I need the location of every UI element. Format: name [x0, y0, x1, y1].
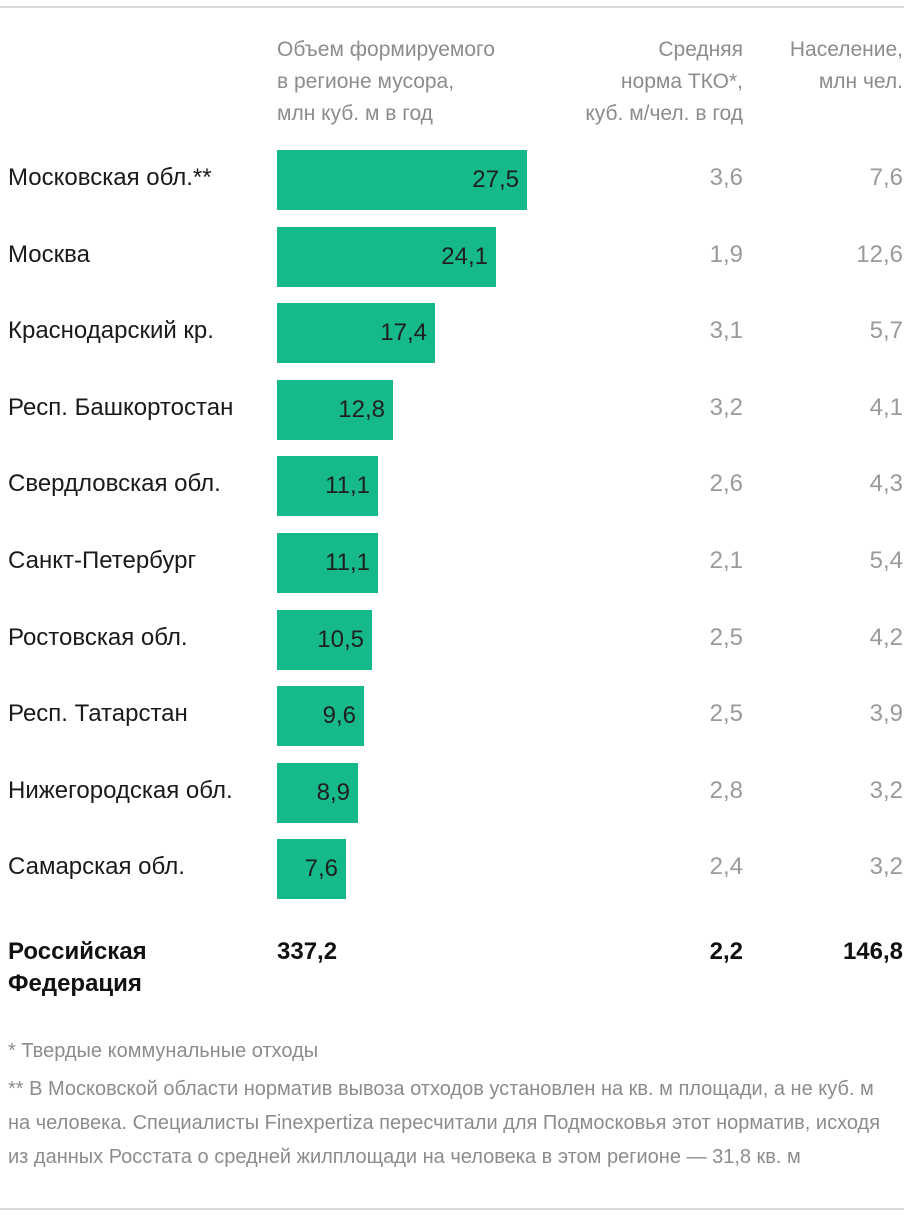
region-label: Нижегородская обл.: [8, 776, 233, 804]
table-row: Московская обл.** 27,5 3,6 7,6: [0, 150, 904, 212]
norm-value: 1,9: [709, 240, 743, 268]
volume-value-label: 10,5: [317, 625, 364, 653]
volume-value-label: 9,6: [322, 702, 356, 730]
region-label: Санкт-Петербург: [8, 547, 197, 574]
volume-value-label: 7,6: [304, 855, 338, 883]
volume-bar: 12,8: [277, 379, 393, 440]
norm-value: 3,2: [709, 393, 743, 421]
table-row: Санкт-Петербург 11,1 2,1 5,4: [0, 533, 904, 595]
table-row: Нижегородская обл. 8,9 2,8 3,2: [0, 762, 904, 825]
region-label: Москва: [8, 240, 90, 268]
volume-bar: 17,4: [277, 303, 435, 364]
bottom-divider: [0, 1208, 904, 1210]
table-row: Свердловская обл. 11,1 2,6 4,3: [0, 456, 904, 518]
table-row: Москва 24,1 1,9 12,6: [0, 226, 904, 289]
total-volume: 337,2: [277, 938, 338, 965]
norm-value: 2,5: [709, 623, 743, 651]
table-row: Респ. Башкортостан 12,8 3,2 4,1: [0, 379, 904, 442]
norm-value: 2,6: [709, 470, 743, 498]
norm-value: 2,4: [709, 853, 743, 881]
volume-value-label: 12,8: [338, 395, 385, 423]
population-value: 5,4: [869, 547, 903, 574]
volume-value-label: 8,9: [316, 778, 350, 806]
region-label: Самарская обл.: [8, 853, 185, 881]
total-label: Российская Федерация: [8, 938, 147, 997]
population-value: 7,6: [869, 164, 903, 191]
norm-value: 2,5: [709, 700, 743, 728]
total-row: Российская Федерация 337,2 2,2 146,8: [0, 936, 904, 1000]
norm-value: 3,6: [709, 164, 743, 191]
volume-value-label: 27,5: [472, 166, 519, 193]
volume-bar: 11,1: [277, 533, 378, 593]
region-label: Свердловская обл.: [8, 470, 221, 498]
region-label: Краснодарский кр.: [8, 317, 214, 345]
volume-value-label: 17,4: [380, 319, 427, 347]
volume-bar: 7,6: [277, 839, 346, 900]
volume-bar: 24,1: [277, 226, 496, 287]
volume-value-label: 11,1: [325, 549, 370, 576]
volume-bar: 9,6: [277, 686, 364, 747]
population-value: 4,1: [869, 393, 903, 421]
table-row: Респ. Татарстан 9,6 2,5 3,9: [0, 686, 904, 748]
volume-bar: 8,9: [277, 762, 358, 823]
population-value: 3,2: [869, 776, 903, 804]
population-value: 4,2: [869, 623, 903, 651]
population-value: 12,6: [856, 240, 903, 268]
norm-value: 2,1: [709, 547, 743, 574]
total-population: 146,8: [842, 938, 903, 965]
table-row: Самарская обл. 7,6 2,4 3,2: [0, 839, 904, 901]
population-value: 3,2: [869, 853, 903, 881]
population-value: 4,3: [869, 470, 903, 498]
header-volume: Объем формируемого в регионе мусора, млн…: [277, 38, 495, 125]
norm-value: 2,8: [709, 776, 743, 804]
volume-bar: 11,1: [277, 456, 378, 517]
footnotes: * Твердые коммунальные отходы ** В Моско…: [8, 1034, 898, 1178]
table-row: Ростовская обл. 10,5 2,5 4,2: [0, 609, 904, 672]
header-norm: Средняя норма ТКО*, куб. м/чел. в год: [585, 38, 743, 125]
footnote-1: * Твердые коммунальные отходы: [8, 1040, 319, 1062]
footnote-2: ** В Московской области норматив вывоза …: [8, 1078, 881, 1168]
header-population: Население, млн чел.: [789, 38, 903, 93]
region-label: Ростовская обл.: [8, 623, 188, 651]
table-row: Краснодарский кр. 17,4 3,1 5,7: [0, 303, 904, 365]
top-divider: [0, 6, 904, 8]
norm-value: 3,1: [709, 317, 743, 345]
volume-value-label: 11,1: [325, 472, 370, 500]
population-value: 5,7: [869, 317, 903, 345]
volume-bar: 10,5: [277, 609, 372, 670]
population-value: 3,9: [869, 700, 903, 728]
region-label: Респ. Башкортостан: [8, 393, 234, 421]
region-label: Московская обл.**: [8, 164, 212, 191]
volume-value-label: 24,1: [441, 242, 488, 270]
total-norm: 2,2: [709, 938, 743, 965]
region-label: Респ. Татарстан: [8, 700, 188, 728]
volume-bar: 27,5: [277, 150, 527, 210]
